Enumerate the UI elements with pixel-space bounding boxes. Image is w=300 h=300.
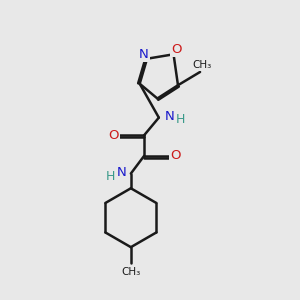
Text: N: N (164, 110, 174, 123)
Text: CH₃: CH₃ (121, 267, 140, 277)
Text: H: H (106, 170, 116, 183)
Text: O: O (108, 129, 119, 142)
Text: N: N (139, 48, 149, 61)
Text: CH₃: CH₃ (192, 61, 211, 70)
Text: O: O (171, 44, 182, 56)
Text: O: O (170, 149, 180, 162)
Text: H: H (175, 112, 185, 126)
Text: N: N (117, 166, 127, 178)
